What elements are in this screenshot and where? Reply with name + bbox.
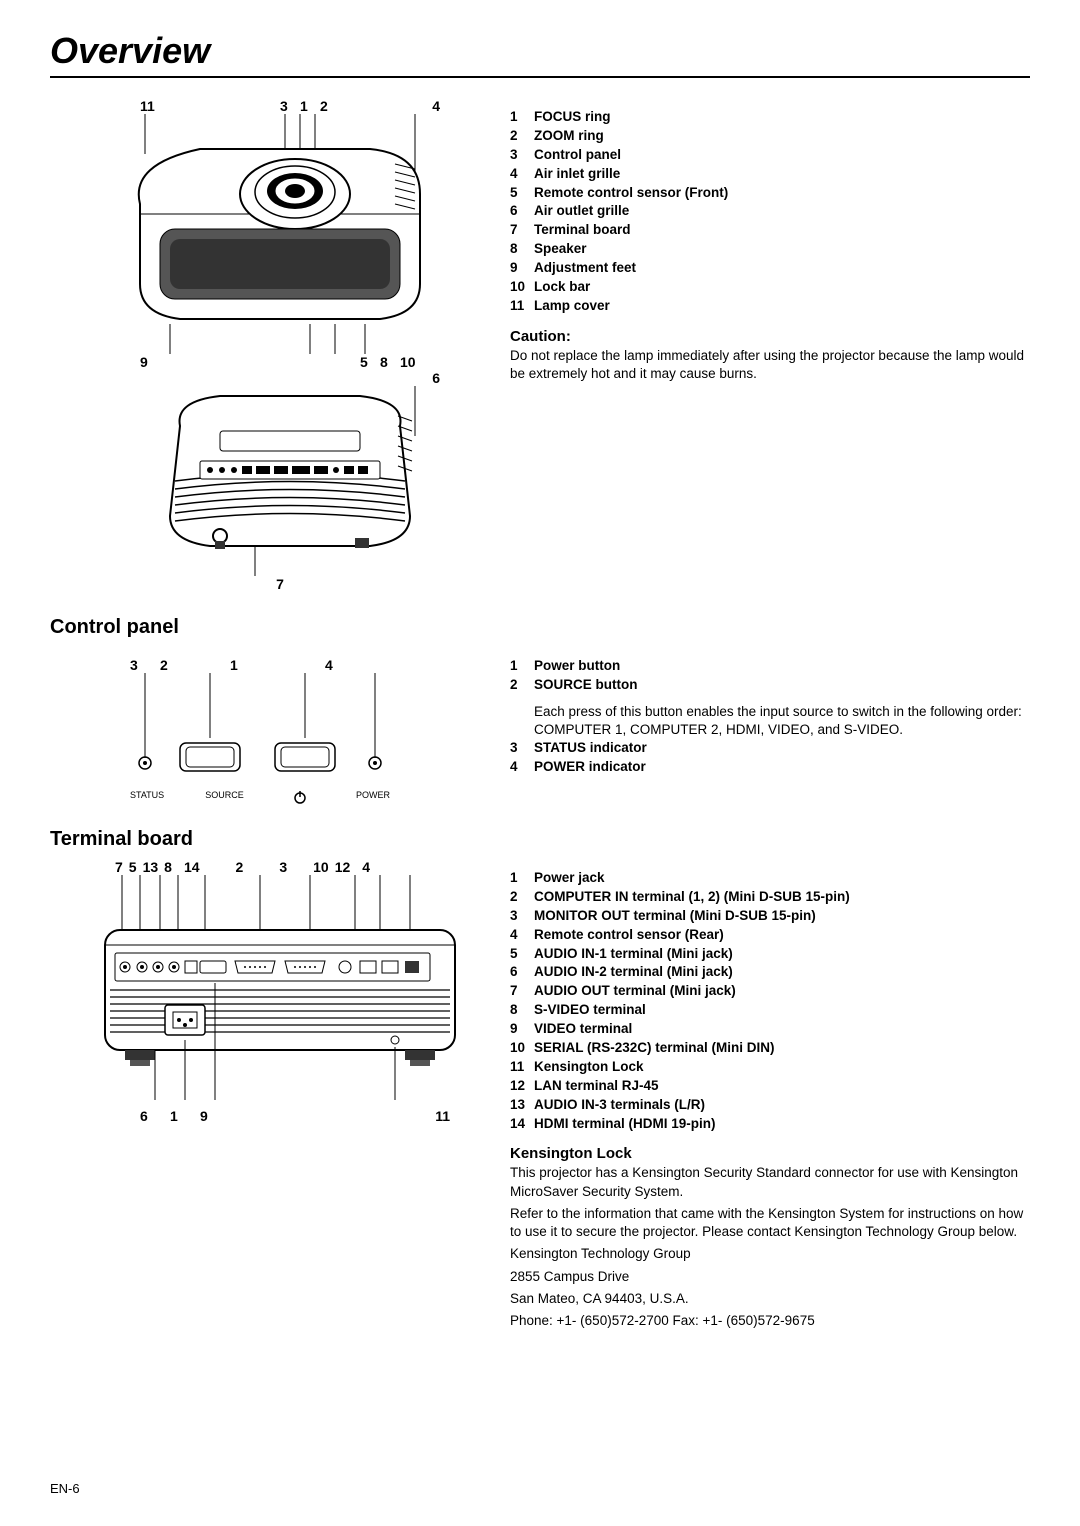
callout: 1 [170,1108,200,1124]
callout: 11 [140,98,180,114]
callout: 6 [50,370,440,386]
callout: 10 [313,859,329,875]
callout: 1 [230,657,325,673]
terminal-board-diagram [100,875,460,1105]
overview-parts-list: 1FOCUS ring 2ZOOM ring 3Control panel 4A… [510,108,1030,316]
callout: 11 [435,1108,450,1124]
callout: 10 [400,354,430,370]
projector-rear-diagram [50,386,470,576]
callout: 3 [130,657,160,673]
callout: 14 [184,859,200,875]
callout: 2 [320,98,340,114]
callout: 6 [140,1108,170,1124]
terminal-board-heading: Terminal board [50,828,1030,851]
kensington-text-2: Refer to the information that came with … [510,1205,1030,1241]
callout: 1 [300,98,320,114]
kensington-text-1: This projector has a Kensington Security… [510,1164,1030,1200]
cp-label-power: POWER [356,790,390,804]
callout: 5 [360,354,380,370]
callout: 4 [325,657,333,673]
control-panel-section: 3 2 1 4 [50,647,1030,804]
callout: 13 [143,859,159,875]
power-icon [293,790,307,804]
control-panel-diagram [130,673,390,783]
caution-heading: Caution: [510,328,1030,345]
page-footer: EN-6 [50,1481,80,1496]
control-panel-heading: Control panel [50,616,1030,639]
kensington-addr-3: San Mateo, CA 94403, U.S.A. [510,1290,1030,1308]
projector-top-diagram [50,114,470,354]
callout: 8 [380,354,400,370]
callout: 12 [335,859,351,875]
terminal-parts-list: 1Power jack 2COMPUTER IN terminal (1, 2)… [510,869,1030,1133]
kensington-addr-2: 2855 Campus Drive [510,1268,1030,1286]
callout: 5 [129,859,137,875]
callout: 4 [432,98,440,114]
kensington-heading: Kensington Lock [510,1145,1030,1162]
caution-text: Do not replace the lamp immediately afte… [510,347,1030,383]
control-panel-parts-list-2: 3STATUS indicator 4POWER indicator [510,739,1030,777]
callout: 8 [164,859,172,875]
callout: 7 [115,859,123,875]
terminal-board-section: 7 5 13 8 14 2 3 10 12 4 [50,859,1030,1334]
callout: 2 [236,859,244,875]
callout: 9 [140,354,180,370]
callout: 2 [160,657,230,673]
callout: 3 [280,98,300,114]
callout: 4 [362,859,370,875]
control-panel-parts-list: 1Power button 2SOURCE button [510,657,1030,695]
kensington-addr-4: Phone: +1- (650)572-2700 Fax: +1- (650)5… [510,1312,1030,1330]
cp-label-status: STATUS [130,790,164,804]
cp-label-source: SOURCE [205,790,244,804]
callout: 9 [200,1108,230,1124]
callout: 7 [90,576,470,592]
source-button-text: Each press of this button enables the in… [534,703,1030,739]
page-title: Overview [50,30,1030,78]
callout: 3 [279,859,287,875]
kensington-addr-1: Kensington Technology Group [510,1245,1030,1263]
overview-section: 11 3 1 2 4 [50,98,1030,592]
